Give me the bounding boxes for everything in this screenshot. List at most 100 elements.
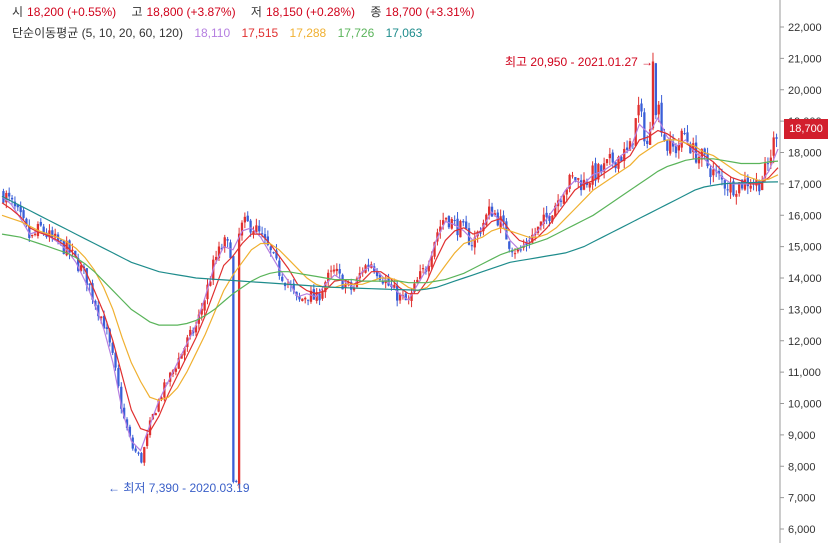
candle-body [281,276,284,281]
ma-line-60 [1,158,779,326]
candle-body [625,147,629,150]
ma-line-20 [1,139,779,402]
candle-body [174,368,178,372]
candle-body [260,233,264,235]
candle-body [194,325,198,333]
candle-body [427,265,430,272]
current-price-badge: 18,700 [784,119,828,139]
candle-body [341,274,344,290]
candle-body [292,283,295,291]
candle-body [243,216,247,223]
candle-body [623,148,626,162]
candle-body [680,130,683,148]
candle-body [108,329,111,343]
candles-layer [2,52,778,489]
candle-body [189,329,192,337]
candle-body [548,215,551,222]
candle-body [33,233,37,235]
candle-body [732,181,735,196]
open-label: 시 [12,5,24,19]
candle-body [775,137,778,139]
candle-body [485,214,488,225]
candle-body [275,250,278,259]
candle-body [301,298,304,302]
candle-body [128,426,132,437]
candle-body [640,103,643,112]
candle-body [338,269,341,274]
candle-body [255,225,258,233]
candle-body [746,177,749,187]
candle-body [94,300,97,307]
candle-body [421,268,425,270]
candle-body [743,179,747,190]
candle-body [749,185,752,189]
candle-body [551,215,554,222]
candle-body [510,250,514,253]
candle-body [462,221,465,223]
candle-body [686,132,689,142]
candle-body [582,179,586,190]
candle-body [378,274,382,280]
y-tick-label: 11,000 [788,367,821,379]
candle-body [79,265,83,271]
candle-body [525,243,528,245]
candle-body [217,246,221,258]
candle-body [453,220,456,222]
ma60-value: 17,726 [337,26,375,40]
candle-body [413,283,416,293]
candle-body [565,189,568,195]
candle-body [617,156,620,169]
y-tick-label: 18,000 [788,148,822,160]
candle-body [309,290,313,302]
candle-body [439,226,442,232]
candle-body [706,153,709,167]
candle-body [574,177,577,181]
candle-body [697,157,701,164]
candle-body [516,248,520,252]
candle-body [393,284,396,288]
candle-body [677,145,680,151]
candle-body [200,308,203,315]
candle-body [396,285,399,301]
candle-body [473,237,476,248]
candle-body [272,252,275,254]
moving-average-layer [1,116,779,452]
candle-body [648,129,652,145]
candle-body [367,264,370,268]
low-annotation: ← 최저 7,390 - 2020.03.19 [108,481,250,495]
candle-body [387,278,390,286]
candle-body [738,182,741,194]
y-tick-label: 6,000 [788,524,816,536]
y-tick-label: 9,000 [788,430,816,442]
candle-body [97,305,100,317]
candle-body [306,299,310,301]
candle-body [10,197,14,200]
candle-body [631,143,635,145]
y-tick-label: 20,000 [788,85,822,97]
candle-body [683,133,686,135]
candle-body [304,297,307,300]
candle-body [143,447,146,463]
candle-body [91,283,94,300]
candle-body [545,212,548,218]
candle-body [125,419,129,429]
candle-body [42,226,45,233]
candle-body [65,240,68,256]
candle-body [671,141,675,147]
candle-body [559,200,563,202]
candle-body [105,327,109,330]
candle-body [772,137,775,156]
y-tick-label: 7,000 [788,493,816,505]
candle-body [263,234,267,239]
candle-body [513,253,517,255]
candle-body [321,291,324,299]
candle-body [577,178,580,180]
ohlc-summary: 시 18,200 (+0.55%) 고 18,800 (+3.87%) 저 18,15… [12,3,486,20]
candle-body [249,220,252,233]
candle-body [5,193,8,203]
candle-body [28,226,31,238]
candle-body [729,182,732,193]
candle-body [602,163,606,172]
